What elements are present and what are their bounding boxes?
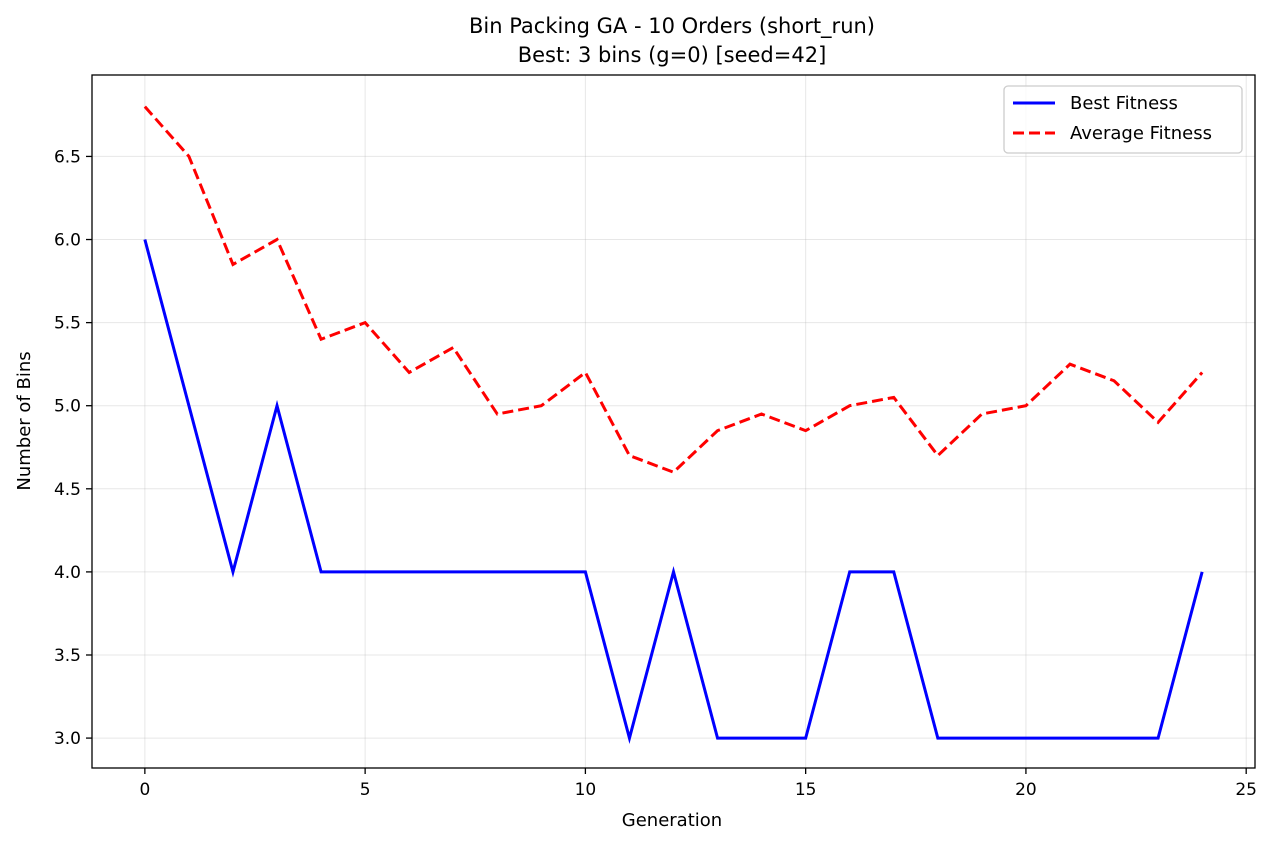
y-tick-label: 5.0	[54, 397, 81, 417]
x-tick-label: 0	[139, 780, 150, 800]
x-tick-label: 20	[1015, 780, 1037, 800]
y-tick-label: 3.5	[54, 646, 81, 666]
legend-box	[1003, 85, 1243, 154]
y-axis-ticks: 3.0 3.5 4.0 4.5 5.0 5.5 6.0 6.5	[54, 147, 92, 749]
x-tick-label: 15	[795, 780, 817, 800]
y-tick-label: 4.5	[54, 480, 81, 500]
y-tick-label: 6.0	[54, 231, 81, 251]
legend: Best Fitness Average Fitness	[1003, 85, 1243, 154]
chart-title: Bin Packing GA - 10 Orders (short_run)	[469, 14, 875, 39]
y-tick-label: 5.5	[54, 314, 81, 334]
y-tick-label: 6.5	[54, 147, 81, 167]
x-axis-label: Generation	[622, 810, 722, 831]
legend-label-average-fitness: Average Fitness	[1070, 123, 1212, 144]
legend-label-best-fitness: Best Fitness	[1070, 93, 1178, 114]
x-tick-label: 25	[1235, 780, 1257, 800]
series-lines	[143, 105, 1204, 744]
x-tick-label: 5	[360, 780, 371, 800]
series-line-average-fitness	[143, 105, 1204, 474]
x-tick-label: 10	[575, 780, 597, 800]
y-axis-label: Number of Bins	[14, 351, 35, 490]
series-line-best-fitness	[143, 239, 1204, 744]
y-tick-label: 3.0	[54, 729, 81, 749]
y-tick-label: 4.0	[54, 563, 81, 583]
chart-subtitle: Best: 3 bins (g=0) [seed=42]	[518, 43, 827, 67]
x-axis-ticks: 0 5 10 15 20 25	[139, 768, 1257, 800]
grid-lines	[92, 75, 1255, 768]
plot-frame	[91, 74, 1256, 769]
